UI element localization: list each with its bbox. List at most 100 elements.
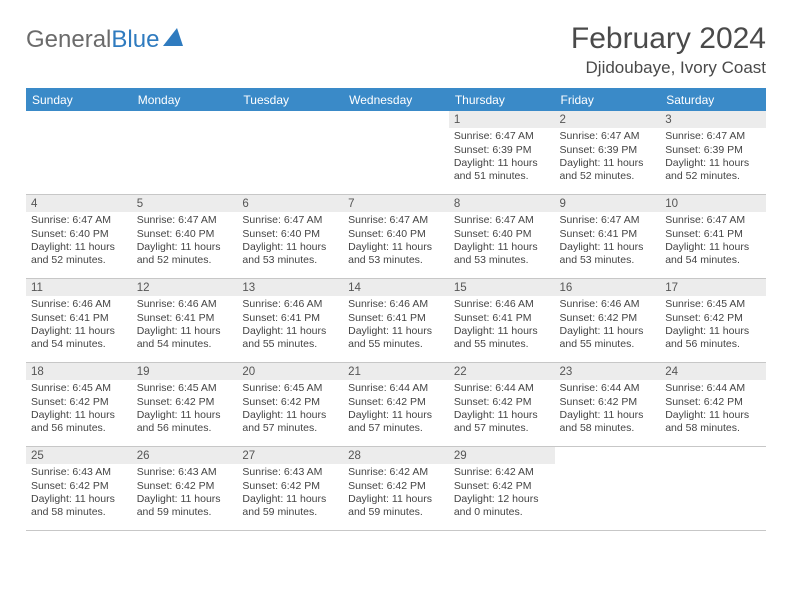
day-number: 3 [660,111,766,128]
day-number: 16 [555,279,661,296]
calendar-cell [237,111,343,194]
calendar-cell: 17Sunrise: 6:45 AMSunset: 6:42 PMDayligh… [660,279,766,362]
day-number: 8 [449,195,555,212]
sunrise-line: Sunrise: 6:47 AM [242,214,338,227]
sunset-line: Sunset: 6:41 PM [242,312,338,325]
calendar-cell: 11Sunrise: 6:46 AMSunset: 6:41 PMDayligh… [26,279,132,362]
sunrise-line: Sunrise: 6:47 AM [560,130,656,143]
location-label: Djidoubaye, Ivory Coast [571,58,766,78]
calendar-cell: 13Sunrise: 6:46 AMSunset: 6:41 PMDayligh… [237,279,343,362]
day-number: 18 [26,363,132,380]
sunrise-line: Sunrise: 6:46 AM [454,298,550,311]
daylight-line: Daylight: 11 hours and 53 minutes. [560,241,656,267]
daylight-line: Daylight: 11 hours and 52 minutes. [31,241,127,267]
daylight-line: Daylight: 12 hours and 0 minutes. [454,493,550,519]
calendar-cell: 10 Sunrise: 6:47 AMSunset: 6:41 PMDayligh… [660,195,766,278]
day-number: 20 [237,363,343,380]
calendar-week: 18Sunrise: 6:45 AMSunset: 6:42 PMDayligh… [26,363,766,447]
daylight-line: Daylight: 11 hours and 58 minutes. [665,409,761,435]
sunrise-line: Sunrise: 6:46 AM [242,298,338,311]
sunrise-line: Sunrise: 6:44 AM [454,382,550,395]
weekday-saturday: Saturday [660,88,766,111]
calendar-cell [132,111,238,194]
calendar-cell: 5Sunrise: 6:47 AMSunset: 6:40 PMDaylight… [132,195,238,278]
sunset-line: Sunset: 6:39 PM [560,144,656,157]
day-number: 25 [26,447,132,464]
day-number: 12 [132,279,238,296]
daylight-line: Daylight: 11 hours and 52 minutes. [137,241,233,267]
calendar-cell: 16Sunrise: 6:46 AMSunset: 6:42 PMDayligh… [555,279,661,362]
sunrise-line: Sunrise: 6:46 AM [137,298,233,311]
sunset-line: Sunset: 6:42 PM [348,480,444,493]
calendar-cell: 14Sunrise: 6:46 AMSunset: 6:41 PMDayligh… [343,279,449,362]
sunset-line: Sunset: 6:42 PM [242,396,338,409]
calendar-cell: 15Sunrise: 6:46 AMSunset: 6:41 PMDayligh… [449,279,555,362]
sunrise-line: Sunrise: 6:45 AM [242,382,338,395]
sunrise-line: Sunrise: 6:47 AM [348,214,444,227]
day-number: 28 [343,447,449,464]
calendar-cell: 2Sunrise: 6:47 AMSunset: 6:39 PMDaylight… [555,111,661,194]
daylight-line: Daylight: 11 hours and 55 minutes. [560,325,656,351]
sunrise-line: Sunrise: 6:47 AM [665,214,761,227]
daylight-line: Daylight: 11 hours and 52 minutes. [665,157,761,183]
daylight-line: Daylight: 11 hours and 56 minutes. [665,325,761,351]
sunset-line: Sunset: 6:42 PM [242,480,338,493]
calendar-cell: 8Sunrise: 6:47 AMSunset: 6:40 PMDaylight… [449,195,555,278]
day-number: 11 [26,279,132,296]
sunrise-line: Sunrise: 6:42 AM [454,466,550,479]
sunset-line: Sunset: 6:42 PM [137,396,233,409]
sunrise-line: Sunrise: 6:47 AM [665,130,761,143]
sunset-line: Sunset: 6:40 PM [454,228,550,241]
sunset-line: Sunset: 6:40 PM [242,228,338,241]
sunrise-line: Sunrise: 6:45 AM [137,382,233,395]
sunset-line: Sunset: 6:42 PM [31,396,127,409]
sunset-line: Sunset: 6:39 PM [454,144,550,157]
daylight-line: Daylight: 11 hours and 54 minutes. [31,325,127,351]
title-block: February 2024 Djidoubaye, Ivory Coast [571,22,766,78]
sunrise-line: Sunrise: 6:47 AM [454,130,550,143]
sunset-line: Sunset: 6:41 PM [560,228,656,241]
daylight-line: Daylight: 11 hours and 59 minutes. [242,493,338,519]
daylight-line: Daylight: 11 hours and 53 minutes. [454,241,550,267]
sunrise-line: Sunrise: 6:47 AM [31,214,127,227]
sunrise-line: Sunrise: 6:42 AM [348,466,444,479]
day-number: 7 [343,195,449,212]
daylight-line: Daylight: 11 hours and 57 minutes. [242,409,338,435]
weekday-friday: Friday [555,88,661,111]
calendar-cell: 7Sunrise: 6:47 AMSunset: 6:40 PMDaylight… [343,195,449,278]
calendar-cell: 1Sunrise: 6:47 AMSunset: 6:39 PMDaylight… [449,111,555,194]
weekday-header: SundayMondayTuesdayWednesdayThursdayFrid… [26,88,766,111]
daylight-line: Daylight: 11 hours and 55 minutes. [348,325,444,351]
daylight-line: Daylight: 11 hours and 53 minutes. [242,241,338,267]
calendar-cell: 23Sunrise: 6:44 AMSunset: 6:42 PMDayligh… [555,363,661,446]
daylight-line: Daylight: 11 hours and 52 minutes. [560,157,656,183]
sunset-line: Sunset: 6:42 PM [454,396,550,409]
calendar-cell: 21Sunrise: 6:44 AMSunset: 6:42 PMDayligh… [343,363,449,446]
calendar-cell: 20 Sunrise: 6:45 AMSunset: 6:42 PMDayligh… [237,363,343,446]
sunset-line: Sunset: 6:41 PM [454,312,550,325]
sunrise-line: Sunrise: 6:43 AM [242,466,338,479]
day-number: 22 [449,363,555,380]
day-number: 29 [449,447,555,464]
calendar-week: 4Sunrise: 6:47 AMSunset: 6:40 PMDaylight… [26,195,766,279]
calendar-cell: 25Sunrise: 6:43 AMSunset: 6:42 PMDayligh… [26,447,132,530]
day-number: 9 [555,195,661,212]
daylight-line: Daylight: 11 hours and 56 minutes. [137,409,233,435]
sunrise-line: Sunrise: 6:43 AM [31,466,127,479]
calendar-cell: 29Sunrise: 6:42 AMSunset: 6:42 PMDayligh… [449,447,555,530]
calendar-cell: 24Sunrise: 6:44 AMSunset: 6:42 PMDayligh… [660,363,766,446]
day-number: 10 [660,195,766,212]
daylight-line: Daylight: 11 hours and 54 minutes. [665,241,761,267]
daylight-line: Daylight: 11 hours and 54 minutes. [137,325,233,351]
calendar-cell [343,111,449,194]
day-number: 27 [237,447,343,464]
day-number: 5 [132,195,238,212]
sail-icon [162,28,184,46]
sunset-line: Sunset: 6:41 PM [665,228,761,241]
daylight-line: Daylight: 11 hours and 55 minutes. [242,325,338,351]
calendar-cell: 18Sunrise: 6:45 AMSunset: 6:42 PMDayligh… [26,363,132,446]
calendar-cell [555,447,661,530]
calendar-cell: 28Sunrise: 6:42 AMSunset: 6:42 PMDayligh… [343,447,449,530]
sunset-line: Sunset: 6:42 PM [560,312,656,325]
calendar-cell: 22Sunrise: 6:44 AMSunset: 6:42 PMDayligh… [449,363,555,446]
